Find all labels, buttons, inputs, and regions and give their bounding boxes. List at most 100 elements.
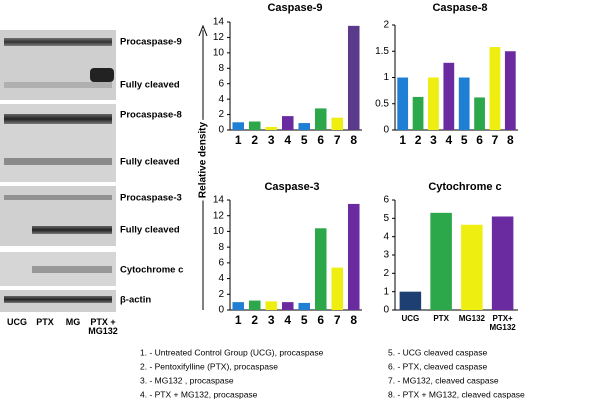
y-tick-label: 4 [218, 273, 224, 284]
y-tick-label: 6 [218, 257, 224, 268]
bar [232, 302, 245, 310]
bar [399, 291, 422, 310]
x-tick-label: UCG [401, 314, 420, 323]
footnote: 6. - PTX, cleaved caspase [388, 361, 487, 371]
bar [428, 77, 439, 130]
footnote: 8. - PTX + MG132, cleaved caspase [388, 389, 525, 399]
bar [347, 203, 360, 310]
bar [265, 126, 278, 130]
bar [491, 216, 514, 310]
x-tick-label: 6 [317, 133, 324, 147]
y-tick-label: 0.5 [375, 98, 389, 109]
lane-label: PTX [36, 317, 54, 327]
y-tick-label: 4 [218, 94, 224, 105]
x-tick-label: 7 [492, 133, 499, 147]
x-tick-label: 2 [251, 133, 258, 147]
band-label: β-actin [120, 295, 151, 306]
x-tick-label: 5 [301, 133, 308, 147]
y-tick-label: 12 [213, 32, 225, 43]
blot-images [0, 30, 116, 312]
bar [443, 62, 455, 130]
y-tick-label: 14 [213, 17, 225, 28]
y-tick-label: 14 [213, 195, 225, 206]
bar [248, 300, 261, 310]
x-tick-label: 2 [251, 313, 258, 327]
x-tick-label: 1 [235, 133, 242, 147]
y-tick-label: 1 [383, 72, 389, 83]
y-axis-label: Relative density [198, 121, 209, 198]
lane-label: MG [65, 317, 81, 327]
bar [331, 117, 344, 130]
band-label: Fully cleaved [120, 80, 180, 91]
footnote: 2. - Pentoxifylline (PTX), procaspase [140, 361, 278, 371]
bar [474, 97, 485, 130]
y-tick-label: 3 [383, 250, 389, 261]
y-tick-label: 1 [383, 286, 389, 297]
y-tick-label: 6 [218, 78, 224, 89]
chart-title: Caspase-9 [267, 2, 322, 14]
x-tick-label: 8 [350, 313, 357, 327]
footnote: 4. - PTX + MG132, procaspase [140, 389, 258, 399]
bar [281, 116, 294, 130]
y-tick-label: 10 [213, 226, 225, 237]
chart-title: Caspase-3 [264, 181, 319, 193]
band-label: Cytochrome c [120, 265, 183, 276]
footnote: 3. - MG132 , procaspase [140, 375, 234, 385]
y-tick-label: 2 [218, 109, 224, 120]
x-tick-label: 6 [317, 313, 324, 327]
y-tick-label: 1.5 [375, 46, 389, 57]
x-tick-label: 8 [350, 133, 357, 147]
bar [458, 77, 470, 130]
y-tick-label: 0 [218, 125, 224, 136]
x-tick-label: 4 [284, 133, 291, 147]
x-tick-label: 3 [430, 133, 437, 147]
bar [314, 108, 327, 130]
bar [248, 121, 261, 130]
x-tick-label: 6 [476, 133, 483, 147]
x-tick-label: 8 [507, 133, 514, 147]
arrow-head [198, 24, 208, 37]
x-tick-label: 4 [445, 133, 452, 147]
band-label: Fully cleaved [120, 157, 180, 168]
y-tick-label: 0 [218, 305, 224, 316]
x-tick-label: 3 [268, 133, 275, 147]
y-tick-label: 12 [213, 210, 225, 221]
bar [347, 25, 360, 130]
x-tick-label: 5 [461, 133, 468, 147]
footnote: 7. - MG132, cleaved caspase [388, 375, 499, 385]
bar [397, 77, 409, 130]
x-tick-label: 7 [334, 313, 341, 327]
y-tick-label: 5 [383, 213, 389, 224]
chart-title: Cytochrome c [428, 181, 501, 193]
x-tick-label: PTX [433, 314, 449, 323]
x-tick-label: MG132 [458, 314, 485, 323]
x-tick-label: 7 [334, 133, 341, 147]
y-tick-label: 10 [213, 47, 225, 58]
bar [461, 224, 483, 310]
band-label: Procaspase-8 [120, 110, 182, 121]
bar [430, 212, 452, 310]
bar [314, 228, 327, 310]
bar [298, 302, 311, 310]
x-tick-label: 3 [268, 313, 275, 327]
y-tick-label: 0 [383, 125, 389, 136]
bar [265, 301, 278, 310]
y-tick-label: 0 [383, 305, 389, 316]
chart-title: Caspase-8 [432, 2, 487, 14]
bar [331, 267, 344, 310]
lane-label: PTX + MG132 [88, 317, 118, 336]
bar [232, 122, 245, 130]
band-label: Procaspase-9 [120, 37, 182, 48]
band-label: Procaspase-3 [120, 193, 182, 204]
footnote: 5. - UCG cleaved caspase [388, 347, 487, 357]
bar [504, 51, 516, 130]
x-tick-label: 2 [415, 133, 422, 147]
x-tick-label: 5 [301, 313, 308, 327]
footnote: 1. - Untreated Control Group (UCG), proc… [140, 347, 324, 357]
band-label: Fully cleaved [120, 225, 180, 236]
axis-label-bg: Relative density [198, 121, 209, 198]
x-tick-label: 4 [284, 313, 291, 327]
y-tick-label: 2 [383, 268, 389, 279]
